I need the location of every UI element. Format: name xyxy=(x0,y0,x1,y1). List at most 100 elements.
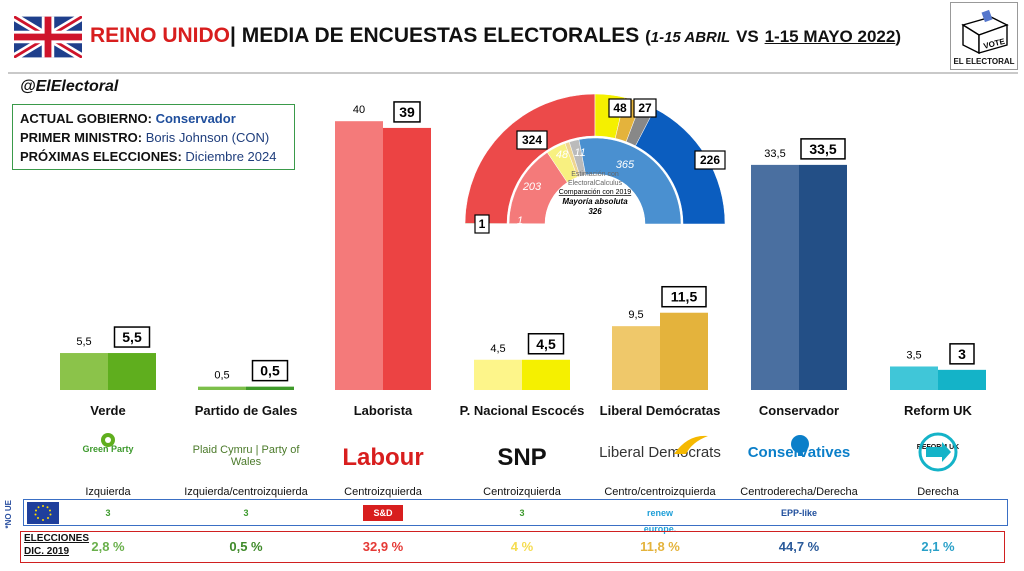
country-name: REINO UNIDO xyxy=(90,24,231,47)
election-2019-con: 44,7 % xyxy=(778,539,820,554)
bar-chart: 5,5 5,5 0,5 0,5 40 39 4,5 4,5 9,5 11,5 33,5 33,5 3,5… xyxy=(60,101,986,391)
bar-abril-verde xyxy=(60,353,108,390)
elections-label-line2: DIC. 2019 xyxy=(24,546,70,557)
next-election-label: PRÓXIMAS ELECCIONES: xyxy=(20,149,182,164)
party-name-laborista: Laborista xyxy=(353,403,413,418)
bar-abril-con xyxy=(751,164,799,390)
party-name-gales: Partido de Gales xyxy=(194,403,298,418)
election-2019-laborista: 32,9 % xyxy=(362,539,404,554)
seat-label-outer-0: 1 xyxy=(479,217,486,231)
elections-label-line1: ELECCIONES xyxy=(24,533,90,544)
data-label-mayo-libdem: 11,5 xyxy=(671,289,698,305)
data-label-mayo-laborista: 39 xyxy=(399,104,415,120)
seat-label-box-1 xyxy=(516,130,548,150)
header-divider xyxy=(8,72,1018,74)
brand-name: EL ELECTORAL xyxy=(953,57,1015,66)
no-ue-label: *NO UE xyxy=(4,500,13,529)
party-name-verde: Verde xyxy=(90,403,126,418)
data-label-mayo-snp: 4,5 xyxy=(536,336,556,352)
seat-note-3: Comparación con 2019 xyxy=(559,189,631,196)
libdem-bird-icon xyxy=(672,432,710,458)
data-label-mayo-reform: 3 xyxy=(958,346,966,362)
bar-mayo-libdem xyxy=(660,312,708,390)
data-label-abril-reform: 3,5 xyxy=(906,349,921,361)
bar-mayo-reform xyxy=(938,369,986,390)
seat-note-5: 326 xyxy=(588,207,602,216)
bar-abril-reform xyxy=(890,366,938,390)
party-name-reform: Reform UK xyxy=(904,403,972,418)
seat-label-outer-4: 226 xyxy=(700,153,720,167)
ideology-gales: Izquierda/centroizquierda xyxy=(184,486,308,498)
bar-mayo-gales xyxy=(246,386,294,390)
bar-abril-libdem xyxy=(612,326,660,390)
eu-group-gales: 3 xyxy=(226,505,266,521)
election-2019-snp: 4 % xyxy=(510,539,534,554)
bar-mayo-con xyxy=(799,164,847,390)
bar-mayo-verde xyxy=(108,353,156,390)
seat-label-box-3 xyxy=(633,98,657,118)
uk-flag xyxy=(11,13,85,61)
data-label-abril-gales: 0,5 xyxy=(214,370,229,382)
data-label-abril-snp: 4,5 xyxy=(490,343,505,355)
election-2019-libdem: 11,8 % xyxy=(640,539,680,554)
data-label-box-laborista xyxy=(393,101,421,123)
bar-abril-snp xyxy=(474,359,522,390)
election-2019-gales: 0,5 % xyxy=(229,539,263,554)
election-2019-reform: 2,1 % xyxy=(921,539,955,554)
data-label-abril-libdem: 9,5 xyxy=(628,309,643,321)
seat-note-2: ElectoralCalculus xyxy=(568,180,623,187)
period-a: 1-15 ABRIL xyxy=(650,29,731,46)
arc-center xyxy=(545,174,645,224)
twitter-handle: @ElElectoral xyxy=(20,78,119,95)
data-label-box-verde xyxy=(113,326,151,348)
pm-value: Boris Johnson (CON) xyxy=(145,130,270,145)
data-label-mayo-verde: 5,5 xyxy=(122,329,142,345)
elections-2019-label: ELECCIONES DIC. 2019 xyxy=(24,532,89,558)
period-b: 1-15 MAYO 2022 xyxy=(764,27,896,46)
elections-2019-row xyxy=(20,531,1005,563)
ideology-con: Centroderecha/Derecha xyxy=(740,486,858,498)
party-logo-laborista: Labour xyxy=(342,444,424,471)
party-name-con: Conservador xyxy=(758,403,840,418)
eu-flag-icon xyxy=(27,502,59,524)
data-label-box-reform xyxy=(949,343,975,365)
eu-group-row xyxy=(23,499,1008,526)
seat-note-1: Estimación con xyxy=(571,171,619,178)
pm-label: PRIMER MINISTRO: xyxy=(20,130,143,145)
ideology-verde: Izquierda xyxy=(85,486,131,498)
seat-label-box-4 xyxy=(694,150,726,170)
data-label-abril-laborista: 40 xyxy=(353,104,365,116)
seat-label-box-0 xyxy=(474,214,490,234)
seat-label-inner-0: 203 xyxy=(522,181,542,193)
party-logo-gales: Plaid Cymru | Party of Wales xyxy=(192,444,300,468)
eu-group-laborista: S&D xyxy=(363,505,403,521)
seat-label-outer-2: 48 xyxy=(613,101,627,115)
party-logo-libdem: Liberal Democrats xyxy=(599,444,721,461)
ideology-laborista: Centroizquierda xyxy=(344,486,422,498)
bar-abril-gales xyxy=(198,386,246,390)
bar-mayo-snp xyxy=(522,359,570,390)
eu-group-verde: 3 xyxy=(88,505,128,521)
data-label-box-gales xyxy=(251,359,289,382)
reform-arrow-icon xyxy=(918,432,958,472)
data-label-mayo-con: 33,5 xyxy=(809,141,836,157)
seat-label-outer-3: 27 xyxy=(638,101,652,115)
green-party-sun-icon xyxy=(92,428,124,452)
page-title: REINO UNIDO| MEDIA DE ENCUESTAS ELECTORA… xyxy=(90,24,901,47)
data-label-box-snp xyxy=(527,333,565,355)
info-box: ACTUAL GOBIERNO: Conservador PRIMER MINI… xyxy=(12,104,295,170)
party-logo-snp: SNP xyxy=(497,444,547,471)
seat-label-box-2 xyxy=(608,98,632,118)
data-label-box-con xyxy=(800,138,846,160)
party-name-libdem: Liberal Demócratas xyxy=(599,403,721,418)
bar-abril-laborista xyxy=(335,121,383,390)
election-2019-verde: 2,8 % xyxy=(91,539,125,554)
gov-label: ACTUAL GOBIERNO: xyxy=(20,111,152,126)
party-name-snp: P. Nacional Escocés xyxy=(459,403,585,418)
seat-label-inner-4: 1 xyxy=(517,215,523,227)
vs-label: VS xyxy=(736,27,759,46)
outer-segment-5 xyxy=(635,108,726,225)
seat-label-inner-3: 365 xyxy=(616,159,635,171)
el-electoral-logo: VOTE EL ELECTORAL xyxy=(950,2,1018,70)
data-label-abril-con: 33,5 xyxy=(764,148,785,160)
